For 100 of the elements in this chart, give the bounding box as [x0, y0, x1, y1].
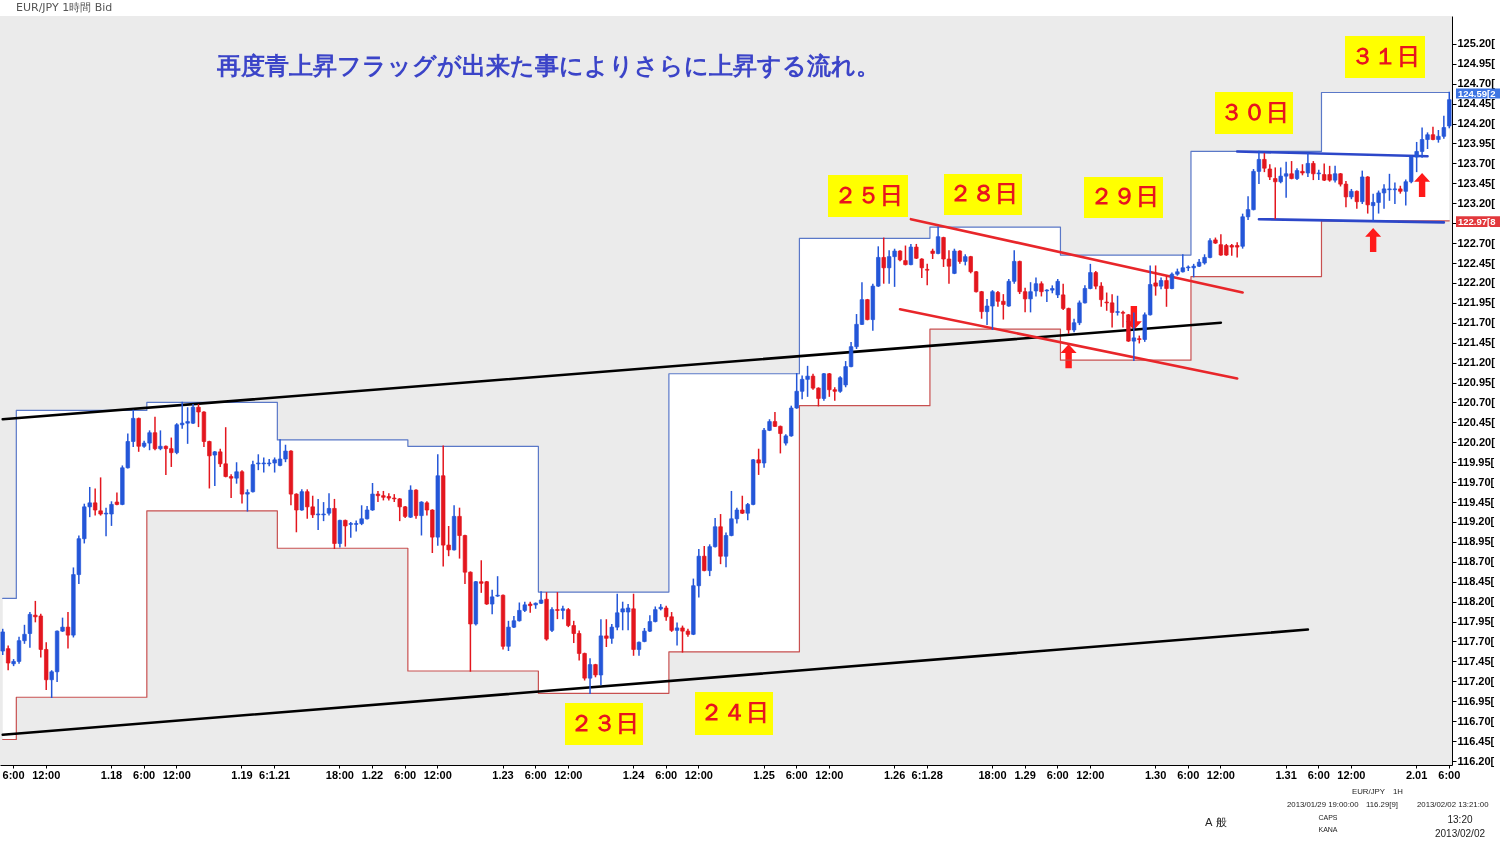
x-tick-label: 1.18 [100, 768, 123, 781]
y-tick-label: 117.70[ [1457, 634, 1495, 647]
candlestick [865, 298, 870, 321]
candlestick [299, 489, 304, 511]
candlestick [1164, 275, 1169, 307]
candlestick [1115, 295, 1120, 316]
y-tick-label: 123.20[ [1457, 196, 1496, 209]
x-tick-label: 12:00 [162, 768, 191, 781]
y-tick-label: 119.95[ [1457, 455, 1495, 468]
y-tick-label: 118.20[ [1457, 595, 1495, 608]
candlestick [27, 612, 33, 648]
candlestick [555, 592, 560, 620]
candlestick [343, 519, 348, 547]
x-tick-label: 6:00 [524, 768, 547, 781]
text: 13:20 [1447, 814, 1473, 825]
candlestick [756, 448, 761, 475]
y-tick-label: 124.95[ [1457, 57, 1496, 70]
candlestick [587, 658, 593, 695]
y-tick-label: 123.45[ [1457, 176, 1496, 189]
x-tick-label: 1.24 [622, 768, 646, 781]
candlestick [528, 601, 533, 613]
y-tick-label: 117.20[ [1457, 674, 1495, 687]
y-tick-label: 120.70[ [1457, 395, 1496, 408]
y-tick-label: 120.45[ [1457, 415, 1496, 428]
annotation: ２８日 [948, 180, 1018, 206]
x-tick-label: 6:00 [655, 768, 678, 781]
y-tick-label: 119.20[ [1457, 515, 1495, 528]
candlestick [1305, 153, 1311, 177]
y-tick-label: 123.70[ [1457, 156, 1496, 169]
y-tick-label: 118.70[ [1457, 555, 1495, 568]
x-tick-label: 6:00 [1438, 768, 1461, 781]
text: 2013/02/02 [1434, 828, 1486, 839]
candlestick [549, 607, 555, 632]
y-tick-label: 118.45[ [1457, 575, 1495, 588]
candlestick [152, 416, 158, 451]
y-tick-label: 117.95[ [1457, 615, 1495, 628]
x-tick-label: 1.26 [883, 768, 906, 781]
candlestick [234, 462, 239, 484]
x-tick-label: 12:00 [423, 768, 452, 781]
candlestick [212, 451, 217, 487]
candlestick [702, 545, 707, 572]
x-tick-label: 12:00 [1206, 768, 1235, 781]
x-tick-label: 12:00 [1337, 768, 1366, 781]
candlestick [1153, 265, 1158, 296]
candlestick [1131, 312, 1137, 361]
annotation: ３１日 [1350, 43, 1420, 69]
candlestick [952, 248, 957, 275]
candlestick [560, 605, 565, 620]
x-tick-label: 6:00 [2, 768, 25, 781]
x-tick-label: 6:00 [785, 768, 808, 781]
annotation: ２３日 [569, 710, 639, 736]
candlestick [0, 628, 5, 655]
x-tick-label: 6:1.21 [259, 768, 291, 781]
y-tick-label: 124.20[ [1457, 117, 1496, 130]
y-tick-label: 121.45[ [1457, 336, 1496, 349]
y-tick-label: 120.95[ [1457, 376, 1496, 389]
x-tick-label: 12:00 [32, 768, 61, 781]
candlestick [925, 263, 930, 286]
candlestick [935, 226, 941, 255]
y-tick-label: 117.45[ [1457, 654, 1495, 667]
candlestick [114, 492, 120, 506]
y-tick-label: 121.20[ [1457, 356, 1496, 369]
x-tick-label: 6:00 [1307, 768, 1330, 781]
candlestick [1316, 169, 1321, 181]
candlestick [903, 245, 908, 266]
y-tick-label: 116.45[ [1457, 734, 1495, 747]
y-tick-label: 122.70[ [1457, 236, 1496, 249]
annotation: ３０日 [1219, 99, 1289, 125]
x-tick-label: 18:00 [325, 768, 354, 781]
y-tick-label: 120.20[ [1457, 435, 1496, 448]
y-tick-label: 119.45[ [1457, 495, 1495, 508]
x-tick-label: 6:00 [394, 768, 417, 781]
candlestick [337, 519, 343, 548]
x-tick-label: 6:1.28 [911, 768, 943, 781]
x-tick-label: 12:00 [1076, 768, 1105, 781]
x-tick-label: 6:00 [1046, 768, 1069, 781]
candlestick [604, 619, 609, 648]
text: 122.97[8 [1458, 215, 1496, 227]
y-tick-label: 121.95[ [1457, 296, 1496, 309]
x-tick-label: 1.31 [1275, 768, 1297, 781]
y-tick-label: 123.95[ [1457, 136, 1496, 149]
x-tick-label: 1.29 [1014, 768, 1036, 781]
annotation: ２５日 [833, 182, 903, 208]
candlestick [908, 243, 914, 266]
x-tick-label: 1.30 [1144, 768, 1167, 781]
y-tick-label: 121.70[ [1457, 316, 1496, 329]
candlestick [158, 430, 163, 451]
y-tick-label: 116.95[ [1457, 694, 1495, 707]
y-tick-label: 122.45[ [1457, 256, 1496, 269]
candlestick [1120, 310, 1126, 328]
x-tick-label: 1.23 [492, 768, 514, 781]
y-tick-label: 118.95[ [1457, 535, 1495, 548]
x-tick-label: 12:00 [815, 768, 844, 781]
candlestick [239, 470, 245, 504]
y-tick-label: 119.70[ [1457, 475, 1495, 488]
x-tick-label: 1.25 [753, 768, 775, 781]
y-tick-label: 125.20[ [1457, 37, 1496, 50]
x-tick-label: 6:00 [133, 768, 156, 781]
candlestick [674, 622, 680, 646]
x-tick-label: 2.01 [1405, 768, 1428, 781]
